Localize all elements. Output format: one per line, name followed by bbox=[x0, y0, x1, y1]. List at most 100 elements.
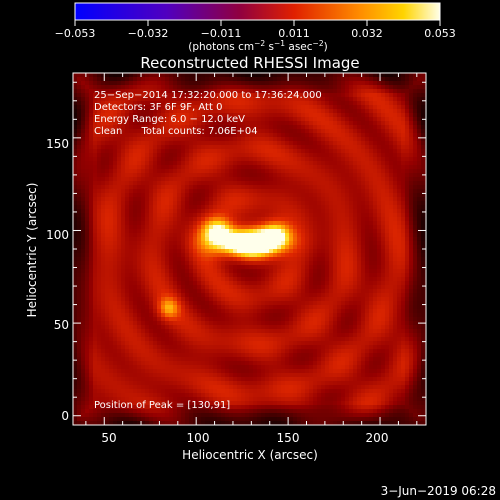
heatmap-pixel bbox=[365, 129, 369, 133]
heatmap-pixel bbox=[341, 93, 345, 97]
heatmap-pixel bbox=[93, 93, 97, 97]
heatmap-pixel bbox=[117, 113, 121, 117]
heatmap-pixel bbox=[257, 273, 261, 277]
heatmap-pixel bbox=[265, 81, 269, 85]
heatmap-pixel bbox=[261, 141, 265, 145]
heatmap-pixel bbox=[149, 221, 153, 225]
heatmap-pixel bbox=[417, 105, 421, 109]
heatmap-pixel bbox=[277, 269, 281, 273]
heatmap-pixel bbox=[261, 245, 265, 249]
heatmap-pixel bbox=[393, 261, 397, 265]
heatmap-pixel bbox=[97, 105, 101, 109]
heatmap-pixel bbox=[305, 269, 309, 273]
heatmap-pixel bbox=[105, 237, 109, 241]
heatmap-pixel bbox=[297, 293, 301, 297]
heatmap-pixel bbox=[337, 113, 341, 117]
heatmap-pixel bbox=[373, 189, 377, 193]
heatmap-pixel bbox=[201, 121, 205, 125]
heatmap-pixel bbox=[321, 73, 325, 77]
heatmap-pixel bbox=[81, 193, 85, 197]
heatmap-pixel bbox=[81, 229, 85, 233]
heatmap-pixel bbox=[153, 217, 157, 221]
heatmap-pixel bbox=[253, 85, 257, 89]
heatmap-pixel bbox=[137, 249, 141, 253]
heatmap-pixel bbox=[293, 77, 297, 81]
heatmap-pixel bbox=[345, 233, 349, 237]
heatmap-pixel bbox=[145, 213, 149, 217]
heatmap-pixel bbox=[361, 181, 365, 185]
heatmap-pixel bbox=[161, 149, 165, 153]
heatmap-pixel bbox=[165, 105, 169, 109]
heatmap-pixel bbox=[377, 201, 381, 205]
heatmap-pixel bbox=[277, 257, 281, 261]
heatmap-pixel bbox=[281, 165, 285, 169]
heatmap-pixel bbox=[305, 89, 309, 93]
heatmap-pixel bbox=[321, 77, 325, 81]
heatmap-pixel bbox=[305, 177, 309, 181]
heatmap-pixel bbox=[201, 177, 205, 181]
heatmap-pixel bbox=[197, 181, 201, 185]
heatmap-pixel bbox=[121, 133, 125, 137]
heatmap-pixel bbox=[409, 241, 413, 245]
heatmap-pixel bbox=[393, 197, 397, 201]
heatmap-pixel bbox=[305, 165, 309, 169]
heatmap-pixel bbox=[105, 105, 109, 109]
heatmap-pixel bbox=[181, 225, 185, 229]
heatmap-pixel bbox=[253, 145, 257, 149]
heatmap-pixel bbox=[325, 137, 329, 141]
heatmap-pixel bbox=[293, 273, 297, 277]
heatmap-pixel bbox=[361, 109, 365, 113]
heatmap-pixel bbox=[129, 285, 133, 289]
heatmap-pixel bbox=[381, 77, 385, 81]
heatmap-pixel bbox=[349, 129, 353, 133]
heatmap-pixel bbox=[325, 265, 329, 269]
heatmap-pixel bbox=[337, 253, 341, 257]
heatmap-pixel bbox=[413, 81, 417, 85]
heatmap-pixel bbox=[145, 209, 149, 213]
heatmap-pixel bbox=[245, 177, 249, 181]
heatmap-pixel bbox=[361, 73, 365, 77]
heatmap-pixel bbox=[265, 197, 269, 201]
heatmap-pixel bbox=[125, 145, 129, 149]
heatmap-pixel bbox=[205, 113, 209, 117]
heatmap-pixel bbox=[149, 93, 153, 97]
heatmap-pixel bbox=[77, 85, 81, 89]
heatmap-pixel bbox=[261, 237, 265, 241]
heatmap-pixel bbox=[137, 117, 141, 121]
heatmap-pixel bbox=[189, 173, 193, 177]
heatmap-pixel bbox=[157, 173, 161, 177]
heatmap-pixel bbox=[121, 217, 125, 221]
heatmap-pixel bbox=[201, 197, 205, 201]
heatmap-pixel bbox=[405, 205, 409, 209]
heatmap-pixel bbox=[277, 245, 281, 249]
heatmap-pixel bbox=[93, 269, 97, 273]
heatmap-pixel bbox=[321, 97, 325, 101]
heatmap-pixel bbox=[341, 193, 345, 197]
heatmap-pixel bbox=[217, 169, 221, 173]
heatmap-pixel bbox=[153, 169, 157, 173]
heatmap-pixel bbox=[329, 213, 333, 217]
heatmap-pixel bbox=[169, 165, 173, 169]
heatmap-pixel bbox=[121, 121, 125, 125]
heatmap-pixel bbox=[209, 261, 213, 265]
heatmap-pixel bbox=[313, 73, 317, 77]
heatmap-pixel bbox=[153, 245, 157, 249]
heatmap-pixel bbox=[149, 109, 153, 113]
heatmap-pixel bbox=[361, 93, 365, 97]
heatmap-pixel bbox=[265, 213, 269, 217]
heatmap-pixel bbox=[309, 273, 313, 277]
heatmap-pixel bbox=[409, 217, 413, 221]
heatmap-pixel bbox=[249, 77, 253, 81]
heatmap-pixel bbox=[349, 253, 353, 257]
heatmap-pixel bbox=[285, 93, 289, 97]
heatmap-pixel bbox=[277, 189, 281, 193]
heatmap-pixel bbox=[393, 129, 397, 133]
heatmap-pixel bbox=[401, 241, 405, 245]
heatmap-pixel bbox=[365, 293, 369, 297]
heatmap-pixel bbox=[317, 253, 321, 257]
heatmap-pixel bbox=[217, 269, 221, 273]
heatmap-pixel bbox=[241, 169, 245, 173]
heatmap-pixel bbox=[233, 157, 237, 161]
heatmap-pixel bbox=[141, 73, 145, 77]
heatmap-pixel bbox=[269, 121, 273, 125]
